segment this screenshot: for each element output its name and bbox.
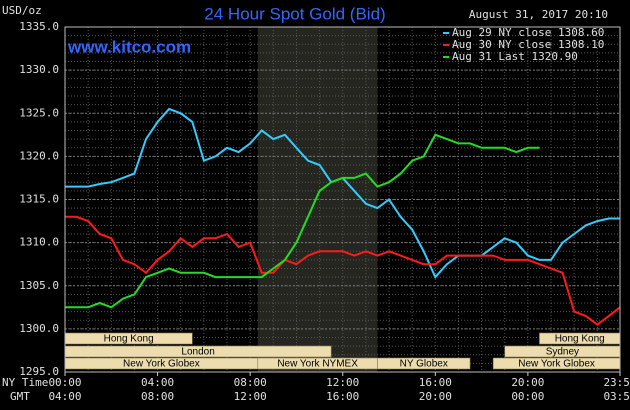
- x-tick-label: 08:00: [234, 376, 267, 389]
- session-label: NY Globex: [400, 359, 448, 370]
- x-tick-label: 16:00: [419, 376, 452, 389]
- x-tick-label: 23:59: [603, 376, 630, 389]
- y-unit-label: USD/oz: [2, 4, 42, 17]
- session-label: New York Globex: [518, 359, 595, 370]
- y-tick-label: 1310.0: [19, 236, 59, 249]
- site-label: www.kitco.com: [67, 37, 191, 56]
- y-tick-label: 1335.0: [19, 20, 59, 33]
- gmt-tick-label: 12:00: [234, 390, 267, 403]
- x-tick-label: 04:00: [141, 376, 174, 389]
- y-tick-label: 1320.0: [19, 149, 59, 162]
- x-tick-label: 00:00: [48, 376, 81, 389]
- x-row-label: NY Time: [2, 376, 48, 389]
- plot-area: [64, 26, 621, 373]
- session-label: New York NYMEX: [277, 359, 358, 370]
- legend-label: Aug 30 NY close 1308.10: [452, 38, 604, 51]
- session-label: Hong Kong: [555, 334, 605, 345]
- session-label: Hong Kong: [104, 334, 154, 345]
- series-line: [65, 133, 540, 309]
- session-label: New York Globex: [123, 359, 200, 370]
- y-tick-label: 1325.0: [19, 106, 59, 119]
- session-label: Sydney: [546, 347, 579, 358]
- y-tick-label: 1315.0: [19, 193, 59, 206]
- gmt-tick-label: 03:59: [603, 390, 630, 403]
- gmt-tick-label: 20:00: [419, 390, 452, 403]
- x-row-label: GMT: [10, 390, 30, 403]
- gmt-tick-label: 00:00: [511, 390, 544, 403]
- y-tick-label: 1330.0: [19, 63, 59, 76]
- y-tick-label: 1295.0: [19, 365, 59, 378]
- series-line: [65, 215, 621, 326]
- gmt-tick-label: 04:00: [48, 390, 81, 403]
- timestamp: August 31, 2017 20:10: [469, 8, 608, 21]
- x-tick-label: 12:00: [326, 376, 359, 389]
- legend-label: Aug 29 NY close 1308.60: [452, 26, 604, 39]
- session-label: London: [181, 347, 214, 358]
- session-box: [377, 357, 471, 370]
- x-tick-label: 20:00: [511, 376, 544, 389]
- chart-title: 24 Hour Spot Gold (Bid): [204, 4, 385, 23]
- gmt-tick-label: 16:00: [326, 390, 359, 403]
- y-tick-label: 1305.0: [19, 279, 59, 292]
- gmt-tick-label: 08:00: [141, 390, 174, 403]
- legend-label: Aug 31 Last 1320.90: [452, 50, 578, 63]
- y-tick-label: 1300.0: [19, 322, 59, 335]
